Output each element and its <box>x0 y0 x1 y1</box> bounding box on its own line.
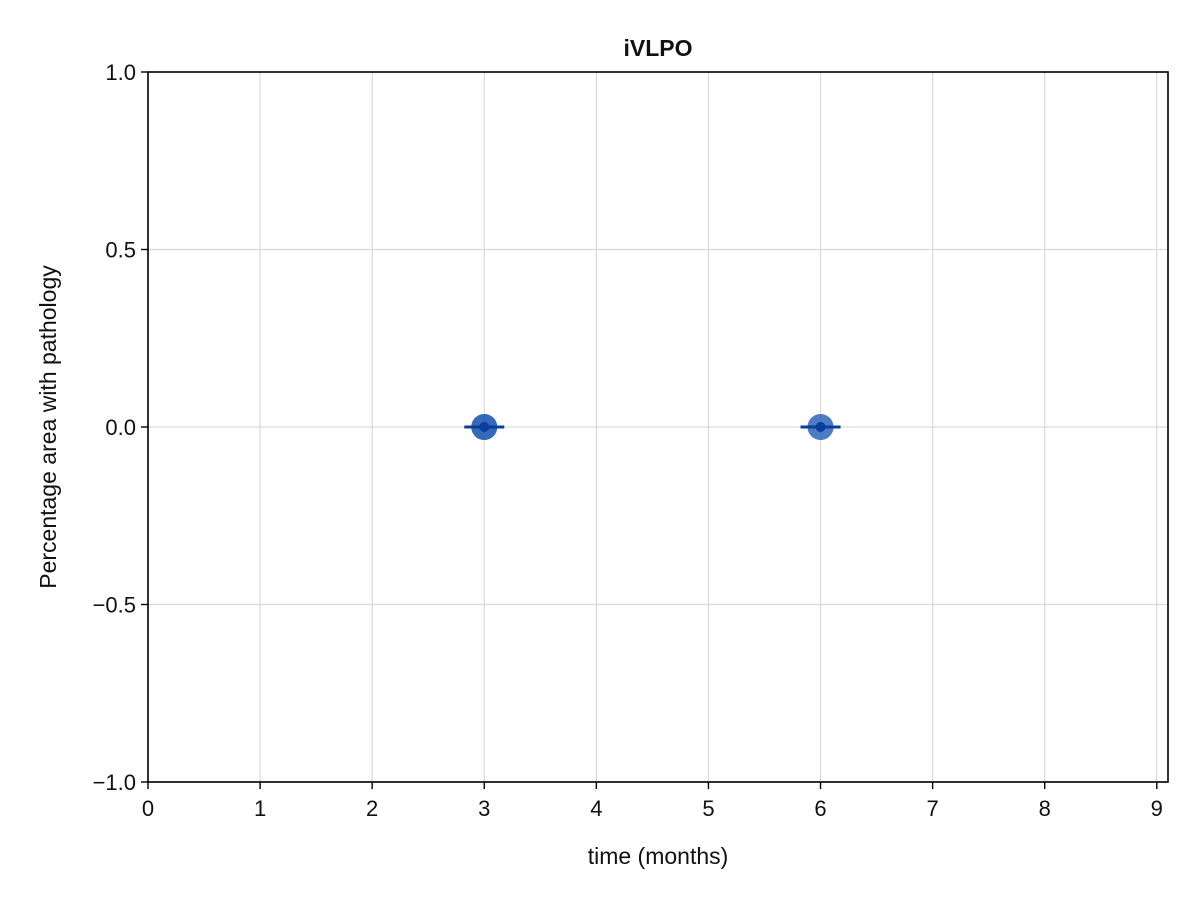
x-tick-label: 8 <box>1039 796 1051 821</box>
mean-point <box>479 422 490 432</box>
x-tick-label: 9 <box>1151 796 1163 821</box>
y-tick-label: 0.5 <box>105 238 136 263</box>
y-tick-label: −1.0 <box>93 770 136 795</box>
y-axis: −1.0 −0.5 0.0 0.5 1.0 <box>93 60 148 795</box>
x-tick-label: 3 <box>478 796 490 821</box>
x-tick-label: 0 <box>142 796 154 821</box>
y-tick-label: −0.5 <box>93 593 136 618</box>
x-axis-title: time (months) <box>588 843 729 869</box>
x-tick-label: 6 <box>814 796 826 821</box>
x-tick-label: 5 <box>702 796 714 821</box>
data-marks <box>464 414 841 440</box>
x-axis: 0 1 2 3 4 5 6 7 8 9 <box>142 782 1163 821</box>
mean-point <box>815 422 826 432</box>
y-tick-label: 0.0 <box>105 415 136 440</box>
y-tick-label: 1.0 <box>105 60 136 85</box>
x-tick-label: 7 <box>926 796 938 821</box>
y-axis-title: Percentage area with pathology <box>35 265 61 589</box>
x-tick-label: 2 <box>366 796 378 821</box>
x-tick-label: 4 <box>590 796 602 821</box>
x-tick-label: 1 <box>254 796 266 821</box>
chart-title: iVLPO <box>623 35 692 61</box>
